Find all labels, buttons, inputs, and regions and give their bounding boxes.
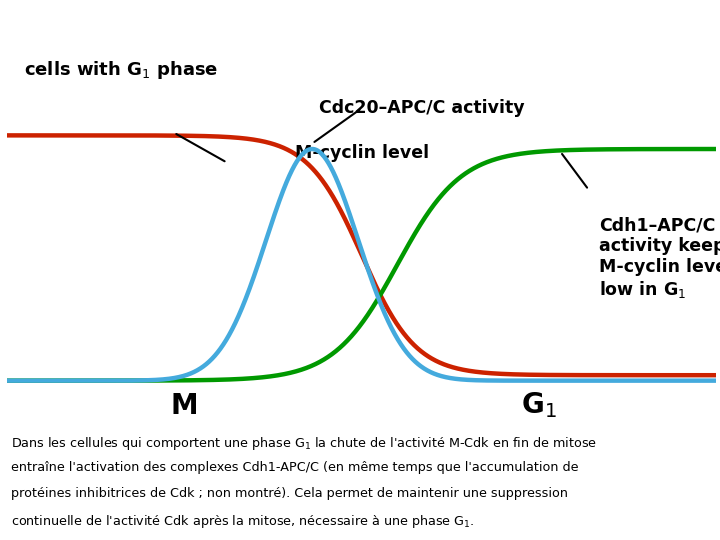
Text: M-cyclin level: M-cyclin level xyxy=(294,144,429,162)
Text: cells with G$_1$ phase: cells with G$_1$ phase xyxy=(24,59,219,80)
Text: M: M xyxy=(171,392,198,420)
Text: entraîne l'activation des complexes Cdh1-APC/C (en même temps que l'accumulation: entraîne l'activation des complexes Cdh1… xyxy=(11,462,578,475)
Text: G$_1$: G$_1$ xyxy=(521,390,557,421)
Text: Cdh1–APC/C
activity keeps
M-cyclin level
low in G$_1$: Cdh1–APC/C activity keeps M-cyclin level… xyxy=(599,216,720,300)
Text: continuelle de l'activité Cdk après la mitose, nécessaire à une phase G$_1$.: continuelle de l'activité Cdk après la m… xyxy=(11,514,474,530)
Text: Cdc20–APC/C activity: Cdc20–APC/C activity xyxy=(319,99,525,117)
Text: Dans les cellules qui comportent une phase G$_1$ la chute de l'activité M-Cdk en: Dans les cellules qui comportent une pha… xyxy=(11,435,597,453)
Text: Création d'une phase G$_1$, par l'inhibition stable de Cdk après la mitose: Création d'une phase G$_1$, par l'inhibi… xyxy=(11,9,720,36)
Text: protéines inhibitrices de Cdk ; non montré). Cela permet de maintenir une suppre: protéines inhibitrices de Cdk ; non mont… xyxy=(11,488,568,501)
